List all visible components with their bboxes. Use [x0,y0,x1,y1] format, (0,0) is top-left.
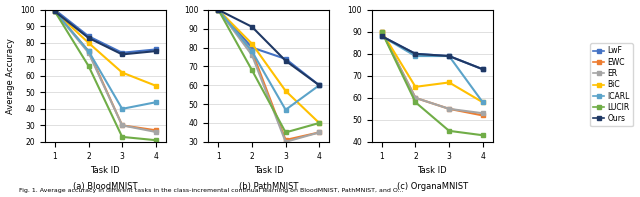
Y-axis label: Average Accuracy: Average Accuracy [6,38,15,114]
Title: (a) BloodMNIST: (a) BloodMNIST [73,182,138,191]
X-axis label: Task ID: Task ID [417,166,447,175]
Text: Fig. 1. Average accuracy in different tasks in the class-incremental continual l: Fig. 1. Average accuracy in different ta… [19,188,404,193]
X-axis label: Task ID: Task ID [90,166,120,175]
Title: (c) OrganaMNIST: (c) OrganaMNIST [397,182,468,191]
Legend: LwF, EWC, ER, BiC, ICARL, LUCIR, Ours: LwF, EWC, ER, BiC, ICARL, LUCIR, Ours [590,43,633,126]
Title: (b) PathMNIST: (b) PathMNIST [239,182,298,191]
X-axis label: Task ID: Task ID [254,166,284,175]
